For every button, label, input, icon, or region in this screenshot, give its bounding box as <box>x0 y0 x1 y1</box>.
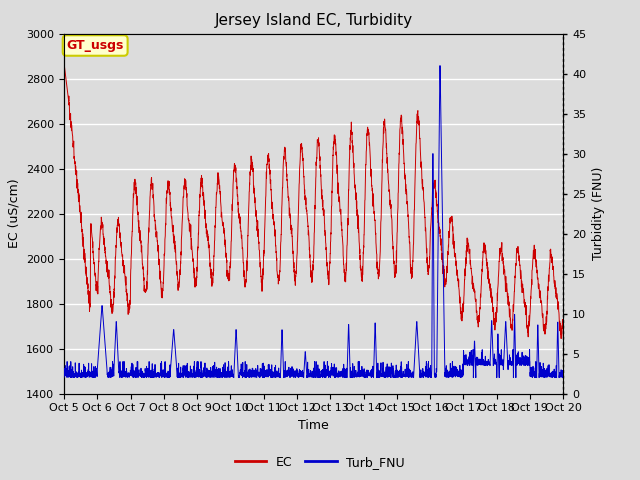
Y-axis label: EC (uS/cm): EC (uS/cm) <box>8 179 20 249</box>
X-axis label: Time: Time <box>298 419 329 432</box>
Legend: EC, Turb_FNU: EC, Turb_FNU <box>230 451 410 474</box>
Title: Jersey Island EC, Turbidity: Jersey Island EC, Turbidity <box>214 13 413 28</box>
Text: GT_usgs: GT_usgs <box>67 39 124 52</box>
Y-axis label: Turbidity (FNU): Turbidity (FNU) <box>592 167 605 260</box>
